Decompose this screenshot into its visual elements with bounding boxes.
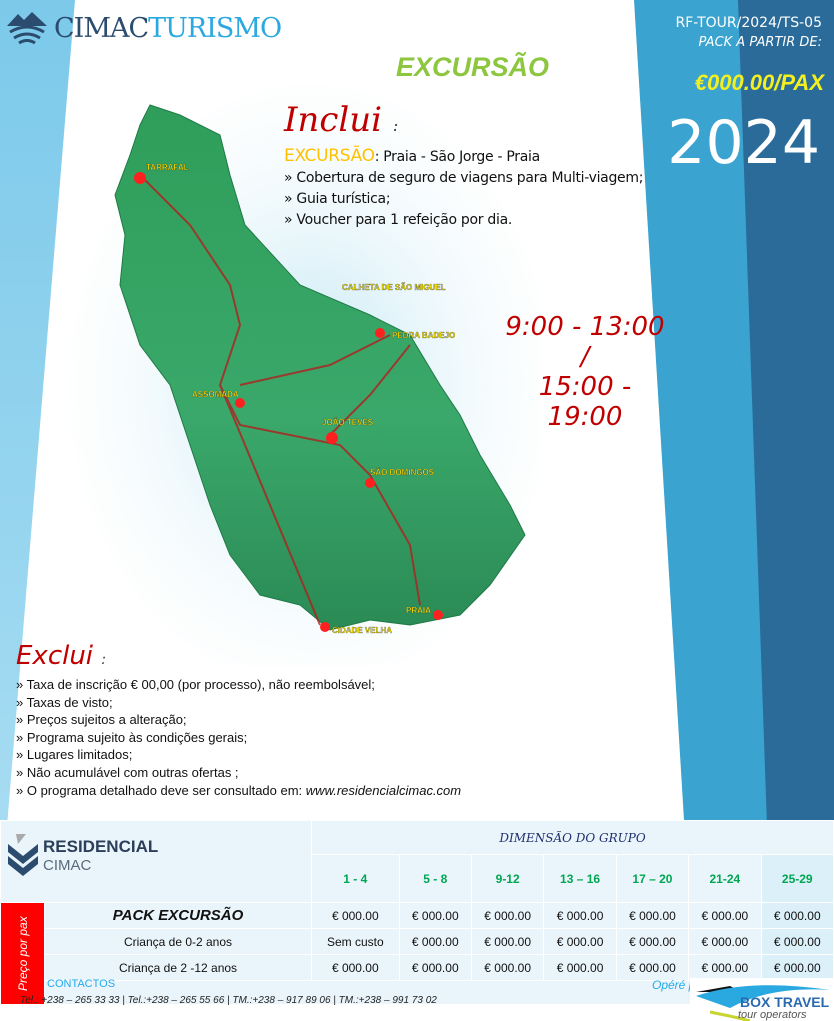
brand-name-2: TURISMO — [148, 12, 282, 44]
row-label: PACK EXCURSÃO — [43, 902, 313, 929]
price-cell: € 000.00 — [615, 902, 690, 929]
price-per-pax: €000.00/PAX — [694, 70, 824, 95]
group-range-header: 25-29 — [760, 854, 834, 903]
group-range-header: 21-24 — [688, 854, 762, 903]
price-cell: € 000.00 — [688, 902, 762, 929]
price-per-pax-label: Preço por pax — [0, 902, 45, 1005]
exclude-item: » Não acumulável com outras ofertas ; — [16, 764, 239, 780]
exclude-item: » Programa sujeito às condições gerais; — [16, 729, 248, 745]
price-cell: € 000.00 — [760, 902, 834, 929]
row-label: Criança de 0-2 anos — [43, 928, 313, 955]
group-range-header: 5 - 8 — [398, 854, 472, 903]
afternoon-hours: 15:00 - 19:00 — [538, 372, 632, 432]
operator-name: BOX TRAVEL — [740, 994, 830, 1010]
website-link[interactable]: www.residencialcimac.com — [305, 782, 462, 798]
reference-block: RF-TOUR/2024/TS-05 PACK A PARTIR DE: — [676, 14, 822, 52]
brand-name-1: CIMAC — [54, 12, 149, 44]
includes-section: Inclui : EXCURSÃO: Praia - São Jorge - P… — [284, 100, 643, 231]
price-cell: € 000.00 — [760, 954, 834, 981]
exclude-item: » Taxa de inscrição € 00,00 (por process… — [16, 677, 375, 692]
group-size-header: DIMENSÃO DO GRUPO — [311, 820, 834, 855]
price-cell: € 000.00 — [470, 928, 545, 955]
town-label: SÃO DOMINGOS — [370, 468, 435, 477]
cimac-name: CIMAC — [43, 856, 92, 874]
include-item: » Guia turística; — [284, 191, 391, 207]
excludes-heading: Exclui : — [16, 641, 107, 671]
schedule: 9:00 - 13:00 / 15:00 - 19:00 — [500, 312, 670, 432]
mountain-wave-icon — [7, 12, 47, 45]
contacts-label: CONTACTOS — [47, 978, 116, 990]
exclude-item: » O programa detalhado deve ser consulta… — [16, 782, 462, 798]
exclude-item: » Preços sujeitos a alteração; — [16, 712, 187, 728]
town-label: CIDADE VELHA — [332, 626, 392, 635]
chevron-logo-icon — [8, 834, 38, 876]
includes-heading: Inclui : — [284, 100, 399, 140]
price-cell: € 000.00 — [543, 902, 617, 929]
island-map: TARRAFAL CALHETA DE SÃO MIGUEL PEDRA BAD… — [70, 85, 540, 665]
town-label: ASSOMADA — [192, 390, 239, 399]
town-label: CALHETA DE SÃO MIGUEL — [342, 283, 446, 292]
price-cell: € 000.00 — [470, 902, 545, 929]
town-label: PEDRA BADEJO — [392, 331, 455, 340]
boat-wave-icon — [696, 985, 830, 1021]
price-cell: € 000.00 — [470, 954, 545, 981]
group-range-header: 1 - 4 — [311, 854, 400, 903]
price-cell: € 000.00 — [311, 954, 400, 981]
row-label: Criança de 2 -12 anos — [43, 954, 313, 981]
group-range-header: 9-12 — [470, 854, 545, 903]
year: 2024 — [667, 108, 820, 178]
town-label: TARRAFAL — [146, 163, 189, 172]
include-item: » Cobertura de seguro de viagens para Mu… — [284, 170, 644, 186]
operator-subtitle: tour operators — [738, 1009, 807, 1021]
hours-separator: / — [580, 342, 590, 372]
residencial-name: RESIDENCIAL — [43, 836, 159, 856]
exclude-item: » Lugares limitados; — [16, 747, 133, 763]
price-cell: € 000.00 — [543, 928, 617, 955]
price-cell: € 000.00 — [311, 902, 400, 929]
box-travel-logo: BOX TRAVEL tour operators — [690, 978, 834, 1021]
price-cell: € 000.00 — [398, 902, 472, 929]
price-cell: € 000.00 — [760, 928, 834, 955]
residencial-logo: RESIDENCIAL CIMAC — [6, 832, 158, 878]
town-label: PRAIA — [406, 606, 431, 615]
phone-numbers: Tel.: +238 – 265 33 33 | Tel.:+238 – 265… — [20, 995, 437, 1006]
price-cell: € 000.00 — [398, 928, 472, 955]
include-item: » Voucher para 1 refeição por dia. — [284, 212, 512, 228]
excludes-section: Exclui : » Taxa de inscrição € 00,00 (po… — [16, 640, 461, 799]
price-cell: € 000.00 — [688, 928, 762, 955]
excursion-line: EXCURSÃO: Praia - São Jorge - Praia — [284, 146, 540, 166]
group-range-header: 13 – 16 — [543, 854, 617, 903]
price-cell: € 000.00 — [688, 954, 762, 981]
page-title: EXCURSÃO — [396, 52, 550, 82]
pack-from-label: PACK A PARTIR DE: — [698, 35, 822, 50]
cimac-logo: CIMAC TURISMO — [4, 10, 282, 46]
morning-hours: 9:00 - 13:00 — [505, 312, 665, 342]
price-cell: € 000.00 — [615, 954, 690, 981]
reference-code: RF-TOUR/2024/TS-05 — [675, 15, 822, 31]
exclude-item: » Taxas de visto; — [16, 694, 113, 710]
group-range-header: 17 – 20 — [615, 854, 690, 903]
price-cell: Sem custo — [311, 928, 400, 955]
price-cell: € 000.00 — [543, 954, 617, 981]
price-cell: € 000.00 — [615, 928, 690, 955]
price-cell: € 000.00 — [398, 954, 472, 981]
town-label: JOÃO TEVES — [322, 418, 374, 427]
